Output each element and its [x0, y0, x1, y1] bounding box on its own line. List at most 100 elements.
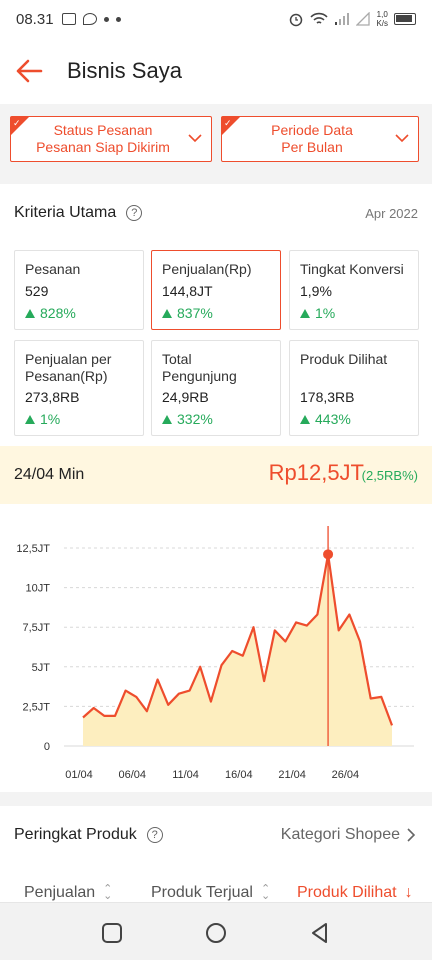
- metric-change-value: 332%: [177, 411, 213, 427]
- metric-total-visitors[interactable]: Total Pengunjung 24,9RB 332%: [151, 340, 281, 436]
- selected-day-value: Rp12,5JT: [268, 460, 364, 485]
- network-speed-value: 1,0: [376, 10, 388, 19]
- sort-icon: ⌃ ⌄: [260, 883, 271, 902]
- data-period-filter-text: Periode Data Per Bulan: [240, 122, 384, 156]
- sort-tab-products-sold[interactable]: Produk Terjual ⌃ ⌄: [151, 884, 270, 902]
- check-icon: ✓: [224, 118, 232, 128]
- chevron-down-icon: [395, 134, 409, 143]
- home-icon[interactable]: [205, 922, 227, 944]
- gallery-notification-icon: [61, 13, 76, 25]
- metric-label: Total Pengunjung: [162, 351, 237, 384]
- sales-chart-svg[interactable]: 0 2,5JT 5JT 7,5JT 10JT 12,5JT 01/04 06/04 11/04…: [0, 504, 432, 792]
- y-tick-label: 12,5JT: [16, 543, 50, 555]
- metric-value: 529: [25, 283, 49, 299]
- status-time: 08.31: [16, 10, 54, 28]
- selected-day-summary: 24/04 Min Rp12,5JT (2,5RB%): [0, 446, 432, 504]
- x-tick-label: 16/04: [225, 769, 253, 781]
- sales-line: [82, 553, 394, 726]
- product-ranking-title: Peringkat Produk: [14, 826, 137, 843]
- metric-change: 828%: [25, 305, 76, 321]
- y-tick-label: 5JT: [32, 662, 51, 674]
- shopee-category-link[interactable]: Kategori Shopee: [281, 826, 416, 844]
- order-status-filter-text: Status Pesanan Pesanan Siap Dikirim: [29, 122, 177, 156]
- metric-change: 1%: [300, 305, 335, 321]
- y-tick-label: 0: [44, 741, 50, 753]
- data-period-filter-label: Periode Data: [271, 122, 353, 138]
- up-triangle-icon: [25, 414, 35, 424]
- metric-orders[interactable]: Pesanan 529 828%: [14, 250, 144, 330]
- metric-conversion-rate[interactable]: Tingkat Konversi 1,9% 1%: [289, 250, 419, 330]
- back-nav-icon[interactable]: [309, 922, 331, 944]
- network-speed-unit: K/s: [376, 19, 388, 28]
- selected-corner: [222, 117, 240, 135]
- battery-icon: [394, 13, 416, 25]
- chevron-down-icon: [188, 134, 202, 143]
- order-status-filter-value: Pesanan Siap Dikirim: [36, 139, 170, 155]
- up-triangle-icon: [300, 414, 310, 424]
- x-tick-label: 26/04: [332, 769, 360, 781]
- check-icon: ✓: [13, 118, 21, 128]
- product-ranking-section: Peringkat Produk ? Kategori Shopee Penju…: [0, 806, 432, 902]
- data-period-filter-value: Per Bulan: [281, 139, 343, 155]
- metric-value: 178,3RB: [300, 389, 355, 405]
- metric-product-views[interactable]: Produk Dilihat 178,3RB 443%: [289, 340, 419, 436]
- status-bar: 08.31 1,0 K/s: [0, 0, 432, 38]
- metric-sales-per-order[interactable]: Penjualan per Pesanan(Rp) 273,8RB 1%: [14, 340, 144, 436]
- recent-apps-icon[interactable]: [101, 922, 123, 944]
- metric-change: 837%: [162, 305, 213, 321]
- metric-change-value: 1%: [40, 411, 61, 427]
- sales-area: [83, 554, 392, 746]
- x-tick-label: 06/04: [119, 769, 147, 781]
- filter-bar: ✓ Status Pesanan Pesanan Siap Dikirim ✓ …: [0, 104, 432, 176]
- sort-icon: ⌃ ⌄: [103, 883, 113, 902]
- chat-notification-icon: [82, 13, 97, 25]
- metric-change-value: 837%: [177, 305, 213, 321]
- metric-sales[interactable]: Penjualan(Rp) 144,8JT 837%: [151, 250, 281, 330]
- system-navigation-bar: [0, 902, 432, 960]
- product-ranking-header: Peringkat Produk ?: [14, 826, 163, 844]
- y-tick-label: 7,5JT: [22, 622, 50, 634]
- wifi-icon: [310, 12, 329, 24]
- up-triangle-icon: [162, 308, 172, 318]
- order-status-filter[interactable]: ✓ Status Pesanan Pesanan Siap Dikirim: [10, 116, 212, 162]
- key-criteria-card: Kriteria Utama ? Apr 2022 Pesanan 529 82…: [0, 184, 432, 446]
- more-notification-icon-2: [115, 16, 121, 22]
- chevron-right-icon: [407, 828, 416, 842]
- y-tick-label: 2,5JT: [22, 701, 50, 713]
- metric-change-value: 443%: [315, 411, 351, 427]
- selected-day-change: (2,5RB%): [361, 468, 418, 483]
- page-title: Bisnis Saya: [67, 58, 182, 83]
- sort-tab-label: Penjualan: [24, 884, 96, 901]
- sort-descending-icon: ↓: [404, 884, 413, 901]
- x-tick-label: 11/04: [172, 769, 199, 781]
- more-notification-icon: [103, 16, 109, 22]
- metric-value: 1,9%: [300, 283, 332, 299]
- metric-value: 24,9RB: [162, 389, 209, 405]
- metric-value: 144,8JT: [162, 283, 213, 299]
- info-icon[interactable]: ?: [146, 827, 163, 843]
- up-triangle-icon: [25, 308, 35, 318]
- sort-tab-sales[interactable]: Penjualan ⌃ ⌄: [24, 884, 112, 902]
- x-tick-label: 01/04: [65, 769, 93, 781]
- metric-value: 273,8RB: [25, 389, 80, 405]
- sales-chart[interactable]: 0 2,5JT 5JT 7,5JT 10JT 12,5JT 01/04 06/04 11/04…: [0, 504, 432, 792]
- metric-label: Tingkat Konversi: [300, 261, 404, 277]
- info-icon[interactable]: ?: [126, 205, 143, 221]
- selected-corner: [11, 117, 29, 135]
- y-tick-label: 10JT: [26, 583, 51, 595]
- key-criteria-header: Kriteria Utama ?: [14, 204, 143, 222]
- metric-change: 443%: [300, 411, 351, 427]
- metric-change: 1%: [25, 411, 60, 427]
- criteria-date: Apr 2022: [365, 206, 418, 221]
- metric-label: Pesanan: [25, 261, 81, 277]
- selected-day-label: 24/04 Min: [14, 466, 85, 483]
- up-triangle-icon: [162, 414, 172, 424]
- sort-tab-product-views[interactable]: Produk Dilihat ↓: [297, 884, 413, 902]
- selected-data-point[interactable]: [323, 549, 334, 560]
- back-arrow-icon[interactable]: [14, 56, 44, 86]
- data-period-filter[interactable]: ✓ Periode Data Per Bulan: [221, 116, 419, 162]
- alarm-icon: [290, 13, 303, 27]
- network-speed: 1,0 K/s: [376, 10, 388, 28]
- metric-label: Penjualan(Rp): [162, 261, 252, 277]
- metric-change-value: 1%: [315, 305, 336, 321]
